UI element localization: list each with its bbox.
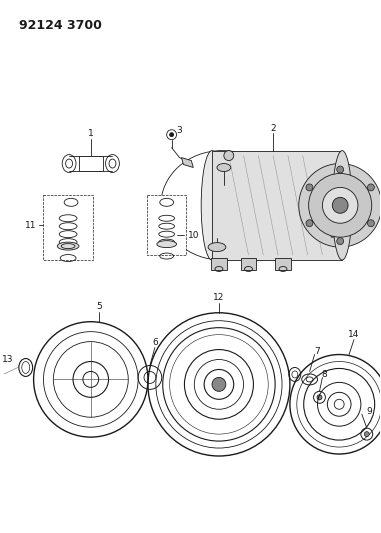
FancyBboxPatch shape (79, 156, 102, 172)
Polygon shape (327, 220, 349, 237)
Text: 5: 5 (96, 302, 102, 311)
FancyBboxPatch shape (211, 258, 227, 270)
Text: 12: 12 (213, 293, 225, 302)
Ellipse shape (208, 243, 226, 252)
Circle shape (322, 188, 358, 223)
Ellipse shape (57, 242, 79, 250)
Circle shape (367, 220, 375, 227)
Text: 1: 1 (88, 129, 94, 138)
FancyBboxPatch shape (275, 258, 291, 270)
Text: 8: 8 (322, 370, 327, 379)
Text: 2: 2 (271, 124, 276, 133)
Text: 9: 9 (366, 407, 371, 416)
Circle shape (364, 432, 369, 437)
Circle shape (337, 238, 344, 245)
Circle shape (224, 151, 234, 160)
Text: 13: 13 (2, 355, 14, 364)
FancyBboxPatch shape (147, 196, 186, 255)
Text: 11: 11 (25, 221, 37, 230)
Circle shape (306, 184, 313, 191)
Polygon shape (331, 200, 344, 220)
Ellipse shape (217, 164, 231, 172)
Circle shape (367, 184, 375, 191)
Ellipse shape (201, 151, 223, 260)
Circle shape (317, 395, 322, 400)
Circle shape (212, 377, 226, 391)
Polygon shape (181, 158, 193, 167)
Ellipse shape (157, 240, 176, 248)
FancyBboxPatch shape (241, 258, 256, 270)
Circle shape (332, 197, 348, 213)
Text: 10: 10 (188, 231, 200, 240)
Circle shape (170, 133, 174, 136)
Circle shape (306, 220, 313, 227)
Text: 3: 3 (177, 126, 182, 135)
Circle shape (299, 164, 381, 247)
Text: 92124 3700: 92124 3700 (19, 19, 102, 33)
Circle shape (337, 166, 344, 173)
Ellipse shape (332, 151, 352, 260)
FancyBboxPatch shape (212, 151, 342, 260)
Text: 6: 6 (152, 338, 158, 347)
Text: 7: 7 (315, 347, 320, 356)
Text: 4: 4 (341, 181, 347, 190)
Text: 14: 14 (348, 330, 360, 339)
FancyBboxPatch shape (43, 196, 93, 260)
Circle shape (309, 173, 372, 237)
